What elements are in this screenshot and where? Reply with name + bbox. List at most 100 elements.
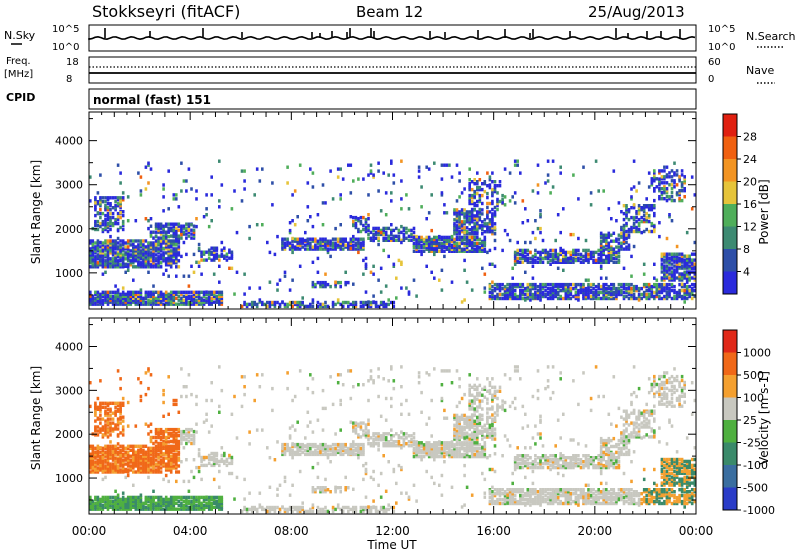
velocity-cell xyxy=(203,496,206,499)
power-cell xyxy=(618,259,621,262)
power-cell xyxy=(671,191,674,194)
power-cell xyxy=(430,271,433,274)
power-cell xyxy=(648,185,651,188)
power-cell xyxy=(562,283,565,286)
velocity-cell xyxy=(418,441,421,444)
power-cell xyxy=(304,231,307,234)
power-cell xyxy=(170,229,173,232)
velocity-cell xyxy=(104,458,107,461)
power-cell xyxy=(519,253,522,256)
power-cell xyxy=(122,241,125,244)
power-cell xyxy=(167,293,170,296)
power-cell xyxy=(261,167,264,170)
power-cell xyxy=(481,182,484,185)
velocity-cell xyxy=(117,464,120,467)
power-cell xyxy=(332,238,335,241)
power-cell xyxy=(645,289,648,292)
power-cell xyxy=(668,266,671,269)
power-cell xyxy=(382,301,385,304)
power-cell xyxy=(284,303,287,306)
power-cell xyxy=(673,285,676,288)
power-cell xyxy=(99,212,102,215)
power-cell xyxy=(165,239,168,242)
power-cell xyxy=(243,301,246,304)
velocity-cell xyxy=(360,510,363,513)
power-cell xyxy=(441,191,444,194)
power-cell xyxy=(651,222,654,225)
velocity-cell xyxy=(309,447,312,450)
power-cell xyxy=(481,202,484,205)
power-colorbar-tick-3: 16 xyxy=(743,198,757,211)
velocity-cell xyxy=(223,452,226,455)
power-cell xyxy=(97,191,100,194)
power-cell xyxy=(162,293,165,296)
velocity-cell xyxy=(107,496,110,499)
velocity-cell xyxy=(178,428,181,431)
power-cell xyxy=(643,204,646,207)
power-cell xyxy=(673,179,676,182)
velocity-cell xyxy=(281,443,284,446)
velocity-cell xyxy=(294,443,297,446)
power-cell xyxy=(165,231,168,234)
power-cell xyxy=(147,292,150,295)
power-cell xyxy=(104,245,107,248)
velocity-cell xyxy=(205,502,208,505)
velocity-cell xyxy=(324,486,327,489)
power-cell xyxy=(400,225,403,228)
power-cell xyxy=(183,275,186,278)
velocity-cell xyxy=(319,508,322,511)
power-cell xyxy=(613,261,616,264)
power-cell xyxy=(355,301,358,304)
velocity-cell xyxy=(160,442,163,445)
power-cell xyxy=(602,245,605,248)
velocity-cell xyxy=(155,428,158,431)
power-ytick-0: 1000 xyxy=(55,267,83,280)
power-cell xyxy=(461,239,464,242)
power-cell xyxy=(160,265,163,268)
velocity-cell xyxy=(284,447,287,450)
power-cell xyxy=(102,241,105,244)
power-cell xyxy=(130,259,133,262)
power-cell xyxy=(557,283,560,286)
velocity-cell xyxy=(387,440,390,443)
power-cell xyxy=(453,218,456,221)
power-cell xyxy=(658,283,661,286)
velocity-cell xyxy=(342,506,345,509)
velocity-cell xyxy=(410,444,413,447)
power-cell xyxy=(124,241,127,244)
power-cell xyxy=(97,211,100,214)
power-cell xyxy=(405,231,408,234)
power-cell xyxy=(608,242,611,245)
power-cell xyxy=(681,183,684,186)
power-cell xyxy=(286,166,289,169)
power-cell xyxy=(481,241,484,244)
power-cell xyxy=(691,258,694,261)
velocity-cell xyxy=(193,434,196,437)
power-cell xyxy=(188,223,191,226)
power-cell xyxy=(671,187,674,190)
power-cell xyxy=(243,273,246,276)
power-cell xyxy=(628,244,631,247)
power-cell xyxy=(645,205,648,208)
power-cell xyxy=(537,257,540,260)
velocity-cell xyxy=(173,445,176,448)
power-cell xyxy=(527,219,530,222)
power-cell xyxy=(155,223,158,226)
velocity-cell xyxy=(324,510,327,513)
power-cell xyxy=(471,236,474,239)
power-cell xyxy=(544,289,547,292)
power-cell xyxy=(301,238,304,241)
velocity-cell xyxy=(157,428,160,431)
velocity-cell xyxy=(167,428,170,431)
power-cell xyxy=(99,208,102,211)
power-cell xyxy=(476,186,479,189)
power-cell xyxy=(618,249,621,252)
power-cell xyxy=(337,238,340,241)
velocity-cell xyxy=(324,443,327,446)
velocity-cell xyxy=(99,427,102,430)
power-cell xyxy=(547,160,550,163)
power-cell xyxy=(537,251,540,254)
power-cell xyxy=(380,290,383,293)
power-cell xyxy=(339,285,342,288)
power-cell xyxy=(527,253,530,256)
